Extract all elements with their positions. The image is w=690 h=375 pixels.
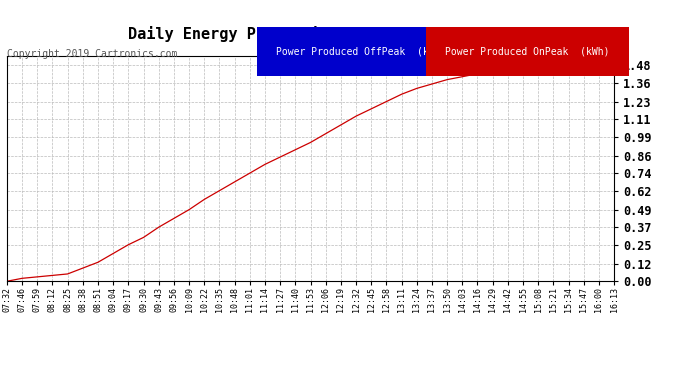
Text: Power Produced OffPeak  (kWh): Power Produced OffPeak (kWh) <box>276 47 446 57</box>
Text: Power Produced OnPeak  (kWh): Power Produced OnPeak (kWh) <box>445 47 609 57</box>
Text: Daily Energy Production Tue Dec 31 16:25: Daily Energy Production Tue Dec 31 16:25 <box>128 26 493 42</box>
Text: Copyright 2019 Cartronics.com: Copyright 2019 Cartronics.com <box>7 49 177 59</box>
